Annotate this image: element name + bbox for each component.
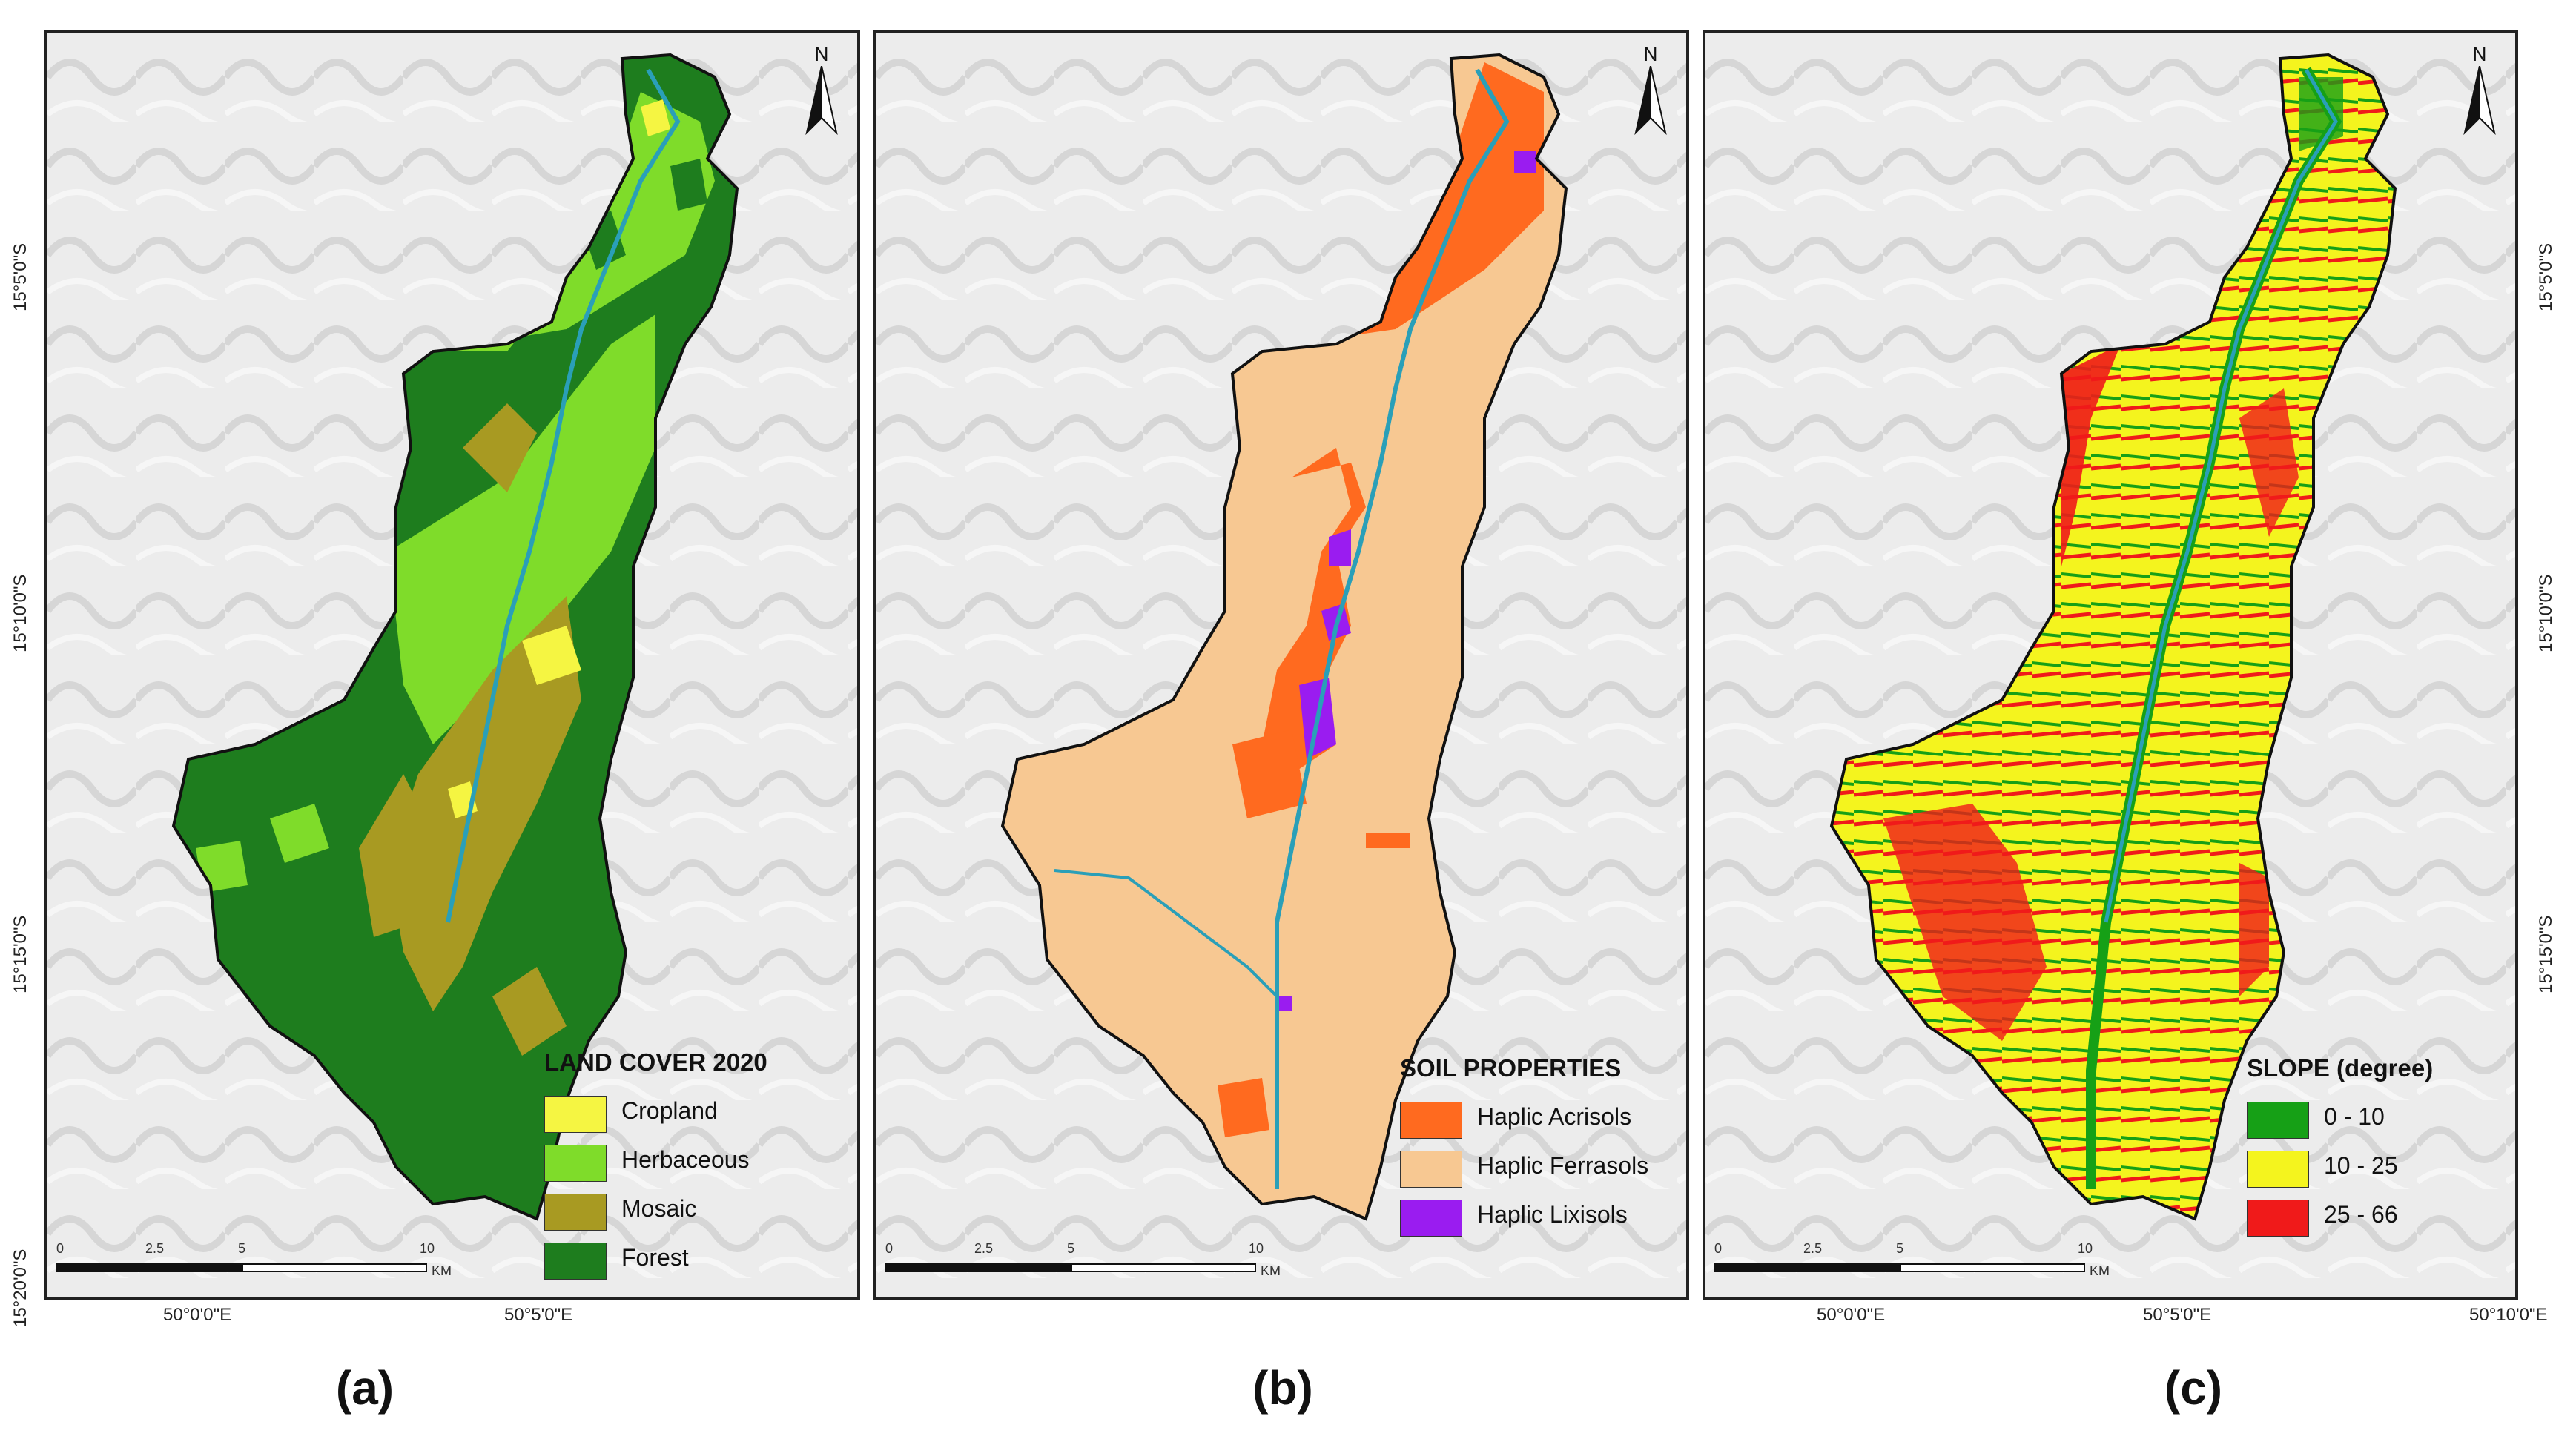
lat-label: 15°5'0"S — [10, 242, 30, 311]
legend-title: SOIL PROPERTIES — [1400, 1054, 1622, 1082]
scale-tick: 10 — [2078, 1241, 2093, 1256]
legend-label: Forest — [621, 1244, 689, 1271]
scale-tick: 5 — [1896, 1241, 1904, 1256]
slope-map — [1705, 33, 2515, 1297]
scale-tick: 2.5 — [1803, 1241, 1823, 1256]
legend-label: Haplic Acrisols — [1477, 1103, 1632, 1130]
legend-label: Haplic Lixisols — [1477, 1201, 1628, 1228]
north-arrow-icon: N — [2457, 43, 2502, 141]
legend-swatch — [544, 1243, 607, 1280]
legend-label: Haplic Ferrasols — [1477, 1152, 1649, 1179]
legend-swatch — [544, 1194, 607, 1231]
lat-label: 15°15'0"S — [2536, 915, 2556, 993]
scale-unit: KM — [1261, 1263, 1281, 1278]
scale-tick: 0 — [1714, 1241, 1723, 1256]
scale-tick: 5 — [1067, 1241, 1075, 1256]
panel-caption: (a) — [335, 1361, 394, 1415]
panel-caption: (b) — [1252, 1361, 1313, 1415]
scale-bar: 0 2.5 5 10 KM — [56, 1241, 452, 1286]
panel-caption: (c) — [2164, 1361, 2223, 1415]
legend-title: LAND COVER 2020 — [544, 1048, 767, 1076]
map-panel-land-cover: N LAND COVER 2020 Cropland Herbaceous Mo… — [44, 30, 860, 1300]
scale-tick: 2.5 — [145, 1241, 165, 1256]
legend-label: 0 - 10 — [2324, 1103, 2385, 1130]
legend-label: 25 - 66 — [2324, 1201, 2398, 1228]
lon-label: 50°0'0"E — [163, 1305, 232, 1325]
legend-label: 10 - 25 — [2324, 1152, 2398, 1179]
lat-label: 15°20'0"S — [10, 1248, 30, 1327]
north-label: N — [1643, 43, 1658, 65]
scale-tick: 5 — [238, 1241, 246, 1256]
scale-bar: 0 2.5 5 10 KM — [885, 1241, 1281, 1286]
legend-title: SLOPE (degree) — [2247, 1054, 2434, 1082]
legend-label: Herbaceous — [621, 1146, 750, 1173]
legend-label: Mosaic — [621, 1195, 697, 1222]
map-panel-soil: N SOIL PROPERTIES Haplic Acrisols Haplic… — [873, 30, 1689, 1300]
legend-swatch — [1400, 1102, 1462, 1139]
soil-map — [876, 33, 1686, 1297]
lon-label: 50°5'0"E — [2143, 1305, 2212, 1325]
lon-label: 50°5'0"E — [504, 1305, 573, 1325]
scale-bar: 0 2.5 5 10 KM — [1714, 1241, 2110, 1286]
map-panel-slope: N SLOPE (degree) 0 - 10 10 - 25 25 - 66 … — [1703, 30, 2518, 1300]
legend-swatch — [544, 1096, 607, 1133]
scale-tick: 0 — [56, 1241, 65, 1256]
lat-label: 15°15'0"S — [10, 915, 30, 993]
scale-tick: 10 — [1249, 1241, 1264, 1256]
legend-swatch — [2247, 1200, 2309, 1237]
legend-swatch — [2247, 1102, 2309, 1139]
lat-label: 15°10'0"S — [10, 574, 30, 652]
north-arrow-icon: N — [1628, 43, 1673, 141]
legend-swatch — [544, 1145, 607, 1182]
north-label: N — [814, 43, 829, 65]
scale-unit: KM — [2090, 1263, 2110, 1278]
scale-tick: 10 — [420, 1241, 435, 1256]
north-label: N — [2472, 43, 2487, 65]
scale-tick: 0 — [885, 1241, 894, 1256]
legend-swatch — [1400, 1200, 1462, 1237]
land-cover-map — [47, 33, 857, 1297]
north-arrow-icon: N — [799, 43, 844, 141]
scale-tick: 2.5 — [974, 1241, 994, 1256]
lat-label: 15°10'0"S — [2536, 574, 2556, 652]
lon-label: 50°10'0"E — [2469, 1305, 2548, 1325]
scale-unit: KM — [432, 1263, 452, 1278]
legend-swatch — [1400, 1151, 1462, 1188]
lat-label: 15°5'0"S — [2536, 242, 2556, 311]
lon-label: 50°0'0"E — [1817, 1305, 1886, 1325]
legend-swatch — [2247, 1151, 2309, 1188]
legend-label: Cropland — [621, 1097, 718, 1124]
